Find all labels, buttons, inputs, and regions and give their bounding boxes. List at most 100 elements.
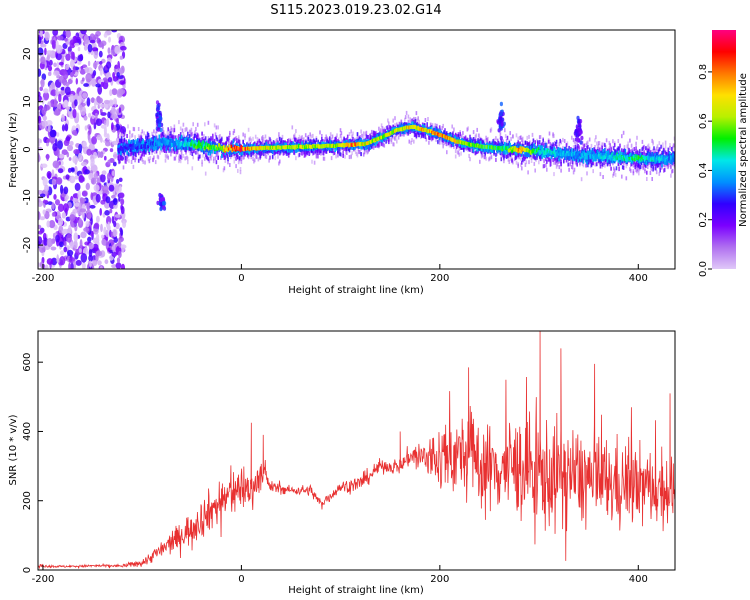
spectral-mark — [178, 120, 180, 125]
spectral-mark — [151, 131, 153, 136]
spectral-mark — [645, 163, 647, 168]
spectral-mark — [432, 135, 435, 140]
spectral-mark — [497, 140, 500, 145]
spectral-mark — [622, 149, 625, 154]
spectral-mark — [167, 135, 169, 140]
noise-mark — [61, 149, 68, 156]
spectral-mark — [555, 164, 558, 169]
spectral-mark — [129, 135, 131, 140]
noise-mark — [73, 149, 80, 155]
spectral-mark — [153, 155, 155, 160]
spectral-mark — [172, 131, 175, 136]
spectral-mark — [570, 157, 572, 162]
spectral-mark — [658, 171, 661, 176]
spectral-mark — [596, 162, 598, 167]
noise-mark — [116, 118, 119, 126]
spectral-mark — [363, 139, 366, 144]
spectral-mark — [669, 143, 671, 148]
spectral-mark — [381, 142, 384, 147]
spectral-mark — [658, 164, 661, 169]
spectral-mark — [441, 140, 444, 145]
spectral-mark — [190, 133, 193, 137]
spectral-mark — [217, 125, 219, 130]
spectral-mark — [505, 155, 508, 159]
spectral-mark — [339, 152, 342, 157]
spectral-mark — [188, 129, 191, 134]
spectral-mark — [314, 141, 317, 146]
spectral-mark — [426, 122, 428, 127]
spectral-mark — [126, 154, 128, 159]
noise-mark — [111, 88, 118, 96]
spectral-mark — [179, 155, 182, 159]
noise-mark — [103, 99, 111, 105]
spectral-mark — [547, 146, 550, 150]
spectral-mark — [549, 142, 552, 146]
spectral-mark — [559, 138, 561, 143]
spectral-mark — [492, 139, 494, 144]
spectral-mark — [384, 129, 386, 134]
noise-mark — [66, 233, 72, 243]
noise-mark — [81, 262, 86, 269]
spectral-mark — [274, 150, 277, 155]
spectral-mark — [567, 158, 569, 162]
spectral-mark — [613, 171, 615, 176]
noise-mark — [69, 140, 74, 146]
spectral-mark — [130, 139, 133, 144]
spectral-mark — [296, 138, 298, 143]
spectral-mark — [342, 151, 344, 156]
spectral-mark — [520, 156, 522, 161]
spectral-mark — [525, 160, 528, 165]
noise-mark — [118, 192, 125, 199]
spectral-mark — [438, 136, 440, 141]
spectral-mark — [639, 165, 642, 170]
spectral-mark — [418, 129, 420, 134]
spectral-mark — [654, 161, 656, 166]
spectral-mark — [240, 156, 243, 161]
spectral-mark — [306, 151, 309, 156]
spectral-mark — [170, 152, 172, 157]
spectral-mark — [621, 165, 624, 170]
spectral-mark — [203, 150, 205, 155]
noise-mark — [71, 168, 75, 173]
spectral-mark — [135, 153, 137, 157]
spectral-mark — [188, 138, 191, 143]
spectral-mark — [227, 157, 229, 162]
spectral-mark — [213, 123, 216, 128]
spectral-mark — [362, 152, 365, 157]
spectral-mark — [591, 161, 594, 166]
spectral-mark — [424, 135, 427, 139]
spectral-mark — [194, 146, 196, 151]
spectral-mark — [453, 142, 455, 147]
spectral-mark — [446, 142, 448, 147]
noise-mark — [60, 184, 64, 194]
spectral-mark — [194, 133, 196, 138]
spectral-mark — [142, 138, 144, 143]
spectral-mark — [303, 154, 305, 158]
noise-mark — [57, 140, 63, 150]
spectral-mark — [484, 151, 486, 156]
noise-mark — [122, 84, 126, 89]
noise-mark — [38, 47, 44, 56]
spectral-mark — [271, 141, 273, 146]
noise-mark — [111, 264, 117, 269]
spectral-mark — [330, 156, 333, 161]
spectral-mark — [467, 126, 469, 131]
spectral-mark — [154, 139, 157, 144]
spectral-mark — [351, 139, 353, 144]
spectral-mark — [163, 145, 166, 149]
spectral-mark — [182, 132, 185, 136]
noise-mark — [58, 75, 65, 83]
spectral-mark — [629, 149, 631, 154]
spectral-mark — [305, 140, 308, 145]
spectral-mark — [412, 118, 414, 122]
noise-mark — [122, 220, 127, 228]
spectral-mark — [158, 134, 161, 139]
spectral-mark — [671, 169, 673, 174]
spectral-mark — [191, 144, 194, 148]
spectral-mark — [148, 135, 151, 140]
spectral-mark — [393, 142, 395, 147]
spectral-mark — [387, 137, 389, 142]
spectral-mark — [520, 153, 522, 157]
noise-mark — [105, 196, 111, 204]
noise-mark — [68, 224, 72, 235]
